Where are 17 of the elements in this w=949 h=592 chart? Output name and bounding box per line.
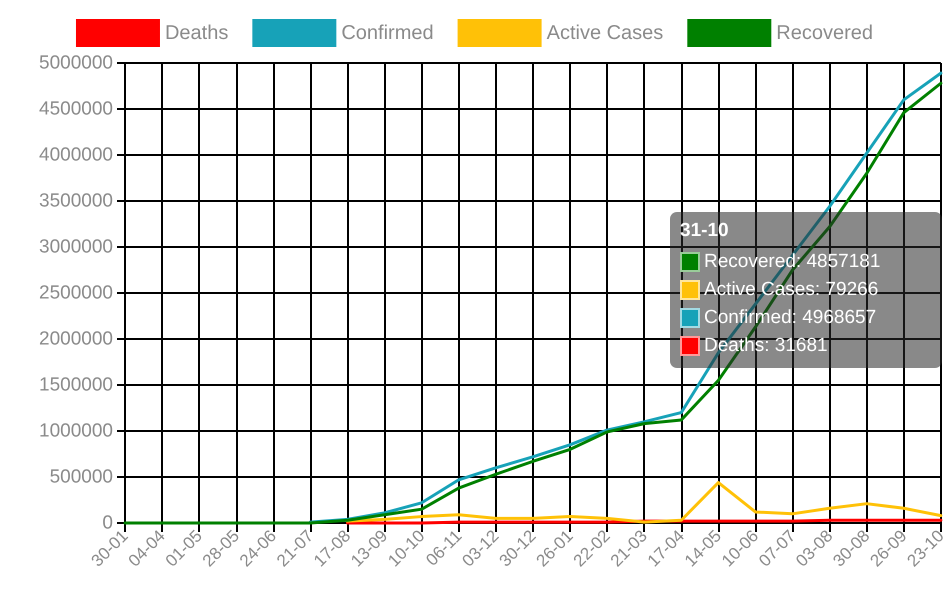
- y-tick-label: 4000000: [39, 144, 113, 166]
- y-tick-label: 5000000: [39, 52, 113, 74]
- line-series: [308, 72, 942, 524]
- y-tick-label: 1500000: [39, 374, 113, 396]
- y-tick-label: 0: [102, 512, 113, 534]
- y-tick-label: 3000000: [39, 236, 113, 258]
- y-tick-label: 2000000: [39, 328, 113, 350]
- legend-label: Deaths: [164, 22, 228, 44]
- legend-label: Active Cases: [546, 22, 664, 44]
- y-tick-label: 2500000: [39, 282, 113, 304]
- y-tick-label: 3500000: [39, 190, 113, 212]
- y-tick-label: 4500000: [39, 98, 113, 120]
- y-tick-label: 1000000: [39, 420, 113, 442]
- y-tick-label: 500000: [50, 466, 113, 488]
- line-series: [346, 481, 942, 524]
- legend-label: Confirmed: [341, 22, 434, 44]
- legend-label: Recovered: [776, 22, 874, 44]
